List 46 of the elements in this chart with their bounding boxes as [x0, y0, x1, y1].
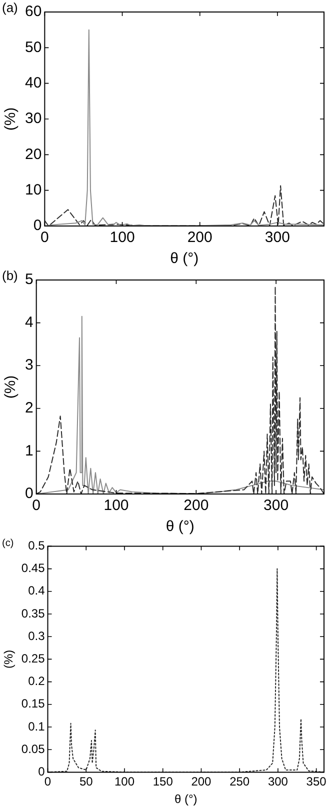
y-axis-title: (%): [2, 107, 20, 131]
y-tick-label: 0: [38, 764, 46, 779]
x-tick-label: 200: [184, 497, 209, 514]
y-tick-label: 0.35: [21, 606, 46, 620]
y-tick-label: 0.05: [21, 742, 46, 756]
y-tick-label: 0: [25, 485, 34, 502]
y-tick-label: 30: [24, 110, 42, 128]
y-axis-title: (%): [2, 375, 20, 399]
y-tick-label: 0.5: [28, 538, 46, 553]
x-tick-label: 250: [230, 774, 250, 789]
x-tick-label: 150: [152, 774, 174, 789]
y-tick-label: 5: [25, 271, 34, 288]
y-tick-label: 1: [25, 442, 34, 460]
x-tick-label: 200: [191, 774, 212, 789]
x-tick-label: 350: [306, 774, 327, 789]
y-tick-label: 60: [24, 3, 42, 20]
x-axis-title: θ (°): [170, 250, 199, 268]
y-tick-label: 0.3: [28, 628, 46, 643]
x-axis-title: θ (°): [166, 518, 194, 536]
y-tick-label: 40: [24, 74, 42, 92]
y-tick-label: 0.2: [28, 674, 46, 688]
y-tick-label: 20: [24, 146, 42, 163]
y-tick-label: 0.4: [28, 584, 46, 598]
x-tick-label: 100: [110, 229, 135, 246]
x-tick-label: 300: [264, 497, 289, 514]
text: (a): [2, 0, 18, 16]
y-tick-label: 0.1: [28, 719, 46, 734]
y-axis-title: (%): [2, 650, 16, 669]
y-tick-label: 0.45: [21, 561, 46, 576]
x-tick-label: 200: [187, 229, 212, 246]
y-tick-label: 2: [25, 400, 34, 417]
y-tick-label: 10: [24, 181, 42, 198]
text: (c): [2, 538, 14, 549]
y-tick-label: 3: [25, 356, 34, 374]
text: (b): [2, 268, 18, 284]
y-tick-label: 0.15: [21, 696, 46, 711]
y-tick-label: 0: [33, 217, 42, 234]
y-tick-label: 0.25: [21, 652, 46, 666]
x-tick-label: 300: [264, 229, 290, 246]
y-tick-label: 4: [25, 314, 34, 331]
x-tick-label: 100: [114, 774, 135, 789]
y-tick-label: 50: [24, 38, 42, 56]
x-tick-label: 300: [268, 774, 288, 789]
x-axis-title: θ (°): [174, 792, 198, 806]
x-tick-label: 50: [79, 774, 94, 789]
x-tick-label: 100: [104, 497, 129, 514]
